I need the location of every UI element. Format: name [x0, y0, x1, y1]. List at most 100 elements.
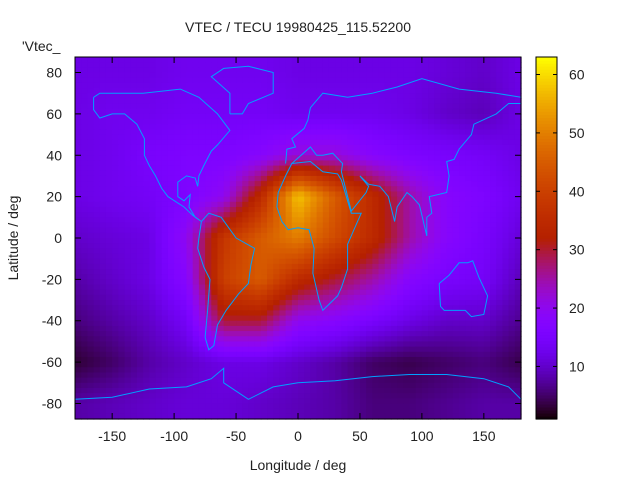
- heatmap-cell: [434, 248, 442, 255]
- heatmap-cell: [118, 88, 126, 94]
- heatmap-cell: [167, 403, 175, 410]
- heatmap-cell: [316, 222, 324, 229]
- heatmap-cell: [75, 124, 82, 130]
- heatmap-cell: [409, 113, 417, 120]
- heatmap-cell: [347, 258, 355, 265]
- heatmap-cell: [161, 372, 169, 379]
- heatmap-cell: [248, 372, 256, 379]
- heatmap-cell: [124, 320, 132, 327]
- heatmap-cell: [260, 129, 268, 136]
- heatmap-cell: [81, 341, 88, 348]
- heatmap-cell: [223, 331, 231, 337]
- heatmap-cell: [298, 372, 305, 379]
- heatmap-cell: [310, 160, 318, 167]
- heatmap-cell: [285, 227, 293, 234]
- heatmap-cell: [217, 351, 225, 358]
- heatmap-cell: [180, 362, 188, 368]
- heatmap-cell: [136, 62, 144, 68]
- heatmap-cell: [105, 144, 113, 151]
- heatmap-cell: [465, 77, 473, 84]
- heatmap-cell: [428, 403, 435, 410]
- heatmap-cell: [180, 336, 188, 343]
- heatmap-cell: [161, 289, 169, 296]
- heatmap-cell: [81, 263, 88, 270]
- heatmap-cell: [322, 165, 330, 172]
- heatmap-cell: [421, 191, 429, 198]
- heatmap-cell: [310, 294, 318, 301]
- heatmap-cell: [192, 336, 200, 343]
- heatmap-cell: [236, 279, 243, 286]
- heatmap-cell: [155, 367, 163, 374]
- heatmap-cell: [155, 382, 163, 389]
- heatmap-cell: [328, 88, 336, 94]
- heatmap-cell: [236, 72, 243, 79]
- heatmap-cell: [180, 98, 188, 105]
- heatmap-cell: [378, 124, 386, 130]
- heatmap-cell: [223, 232, 231, 239]
- heatmap-cell: [353, 139, 361, 146]
- heatmap-cell: [87, 232, 95, 239]
- heatmap-cell: [384, 217, 392, 224]
- heatmap-cell: [136, 217, 144, 224]
- heatmap-cell: [415, 124, 423, 130]
- heatmap-cell: [217, 57, 225, 63]
- heatmap-cell: [347, 98, 355, 105]
- heatmap-cell: [273, 243, 281, 249]
- heatmap-cell: [105, 160, 113, 167]
- heatmap-cell: [483, 336, 491, 343]
- heatmap-cell: [353, 274, 361, 280]
- heatmap-cell: [304, 57, 311, 63]
- heatmap-cell: [328, 222, 336, 229]
- heatmap-cell: [75, 227, 82, 234]
- heatmap-cell: [310, 82, 318, 89]
- heatmap-cell: [198, 393, 206, 399]
- heatmap-cell: [304, 367, 311, 374]
- heatmap-cell: [186, 331, 194, 337]
- heatmap-cell: [198, 310, 206, 317]
- heatmap-cell: [298, 206, 305, 213]
- heatmap-cell: [118, 403, 126, 410]
- heatmap-cell: [248, 398, 256, 405]
- heatmap-cell: [105, 253, 113, 260]
- heatmap-cell: [446, 227, 454, 234]
- heatmap-cell: [483, 57, 491, 63]
- heatmap-cell: [211, 57, 219, 63]
- heatmap-cell: [390, 186, 398, 193]
- heatmap-cell: [174, 367, 181, 374]
- heatmap-cell: [180, 289, 188, 296]
- heatmap-cell: [285, 310, 293, 317]
- heatmap-cell: [508, 72, 516, 79]
- heatmap-cell: [236, 57, 243, 63]
- heatmap-cell: [490, 341, 497, 348]
- heatmap-cell: [192, 243, 200, 249]
- heatmap-cell: [118, 72, 126, 79]
- heatmap-cell: [260, 351, 268, 358]
- heatmap-cell: [155, 129, 163, 136]
- heatmap-cell: [236, 263, 243, 270]
- heatmap-cell: [502, 175, 510, 182]
- heatmap-cell: [428, 144, 435, 151]
- heatmap-cell: [192, 238, 200, 244]
- heatmap-cell: [136, 362, 144, 368]
- heatmap-cell: [279, 367, 287, 374]
- heatmap-cell: [372, 119, 380, 125]
- heatmap-cell: [459, 263, 466, 270]
- heatmap-cell: [174, 263, 181, 270]
- heatmap-cell: [211, 119, 219, 125]
- heatmap-cell: [477, 253, 485, 260]
- heatmap-cell: [198, 108, 206, 115]
- heatmap-cell: [161, 113, 169, 120]
- heatmap-cell: [112, 175, 119, 182]
- heatmap-cell: [180, 274, 188, 280]
- heatmap-cell: [341, 113, 349, 120]
- heatmap-cell: [508, 320, 516, 327]
- heatmap-cell: [143, 98, 150, 105]
- heatmap-cell: [304, 253, 311, 260]
- heatmap-cell: [112, 279, 119, 286]
- heatmap-cell: [471, 196, 479, 203]
- heatmap-cell: [254, 201, 262, 208]
- heatmap-cell: [260, 289, 268, 296]
- heatmap-cell: [378, 134, 386, 141]
- heatmap-cell: [366, 222, 373, 229]
- heatmap-cell: [310, 217, 318, 224]
